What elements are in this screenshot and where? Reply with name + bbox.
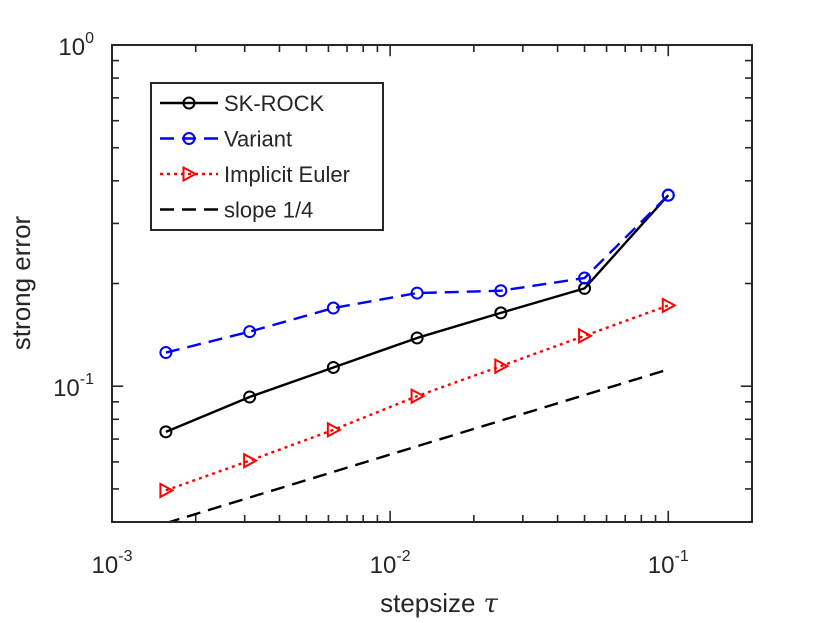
data-point xyxy=(243,390,257,404)
data-point xyxy=(410,331,424,345)
series-line-variant xyxy=(165,194,670,354)
legend-label: slope 1/4 xyxy=(224,198,313,223)
data-point xyxy=(578,271,592,285)
tick-labels: 10-3 10-2 10-1 10-1 100 xyxy=(53,30,689,579)
data-point xyxy=(494,357,510,375)
data-point xyxy=(410,387,426,405)
x-tick-label: 10-3 xyxy=(92,548,133,579)
data-point xyxy=(159,425,173,439)
y-axis-title: strong error xyxy=(6,215,36,350)
x-axis-title: stepsize τ xyxy=(380,588,498,619)
data-point xyxy=(494,284,508,298)
series-variant xyxy=(159,188,675,360)
y-tick-label: 100 xyxy=(58,30,94,61)
data-point xyxy=(243,452,259,469)
data-point xyxy=(661,297,677,314)
legend-marker xyxy=(182,132,196,145)
legend-item-sk-rock: SK-ROCK xyxy=(160,91,325,116)
legend-marker xyxy=(182,165,198,183)
data-point xyxy=(661,188,675,202)
x-tick-label: 10-1 xyxy=(648,548,689,579)
data-point xyxy=(578,327,594,345)
data-point xyxy=(243,325,257,339)
legend-marker xyxy=(182,96,196,110)
legend-item-implicit-euler: Implicit Euler xyxy=(160,162,350,187)
legend-label: Variant xyxy=(224,127,292,152)
legend-item-variant: Variant xyxy=(160,127,292,152)
data-point xyxy=(326,301,340,315)
series-line-implicit-euler xyxy=(165,304,669,492)
series-line-sk-rock xyxy=(165,194,670,433)
data-point xyxy=(410,286,424,300)
y-tick-label: 10-1 xyxy=(53,371,94,402)
data-point xyxy=(326,421,342,439)
series-layer xyxy=(159,188,677,522)
data-point xyxy=(159,482,175,499)
data-point xyxy=(326,360,340,374)
x-tick-label: 10-2 xyxy=(370,548,411,579)
data-point xyxy=(159,346,173,360)
legend-item-slope-1-4: slope 1/4 xyxy=(160,198,313,223)
legend-label: Implicit Euler xyxy=(224,162,350,187)
series-implicit-euler xyxy=(159,297,677,499)
axes-layer xyxy=(111,44,753,523)
legend-label: SK-ROCK xyxy=(224,91,325,116)
legend: SK-ROCK Variant Implicit Euler slope 1/4 xyxy=(150,82,384,231)
data-point xyxy=(494,306,508,320)
